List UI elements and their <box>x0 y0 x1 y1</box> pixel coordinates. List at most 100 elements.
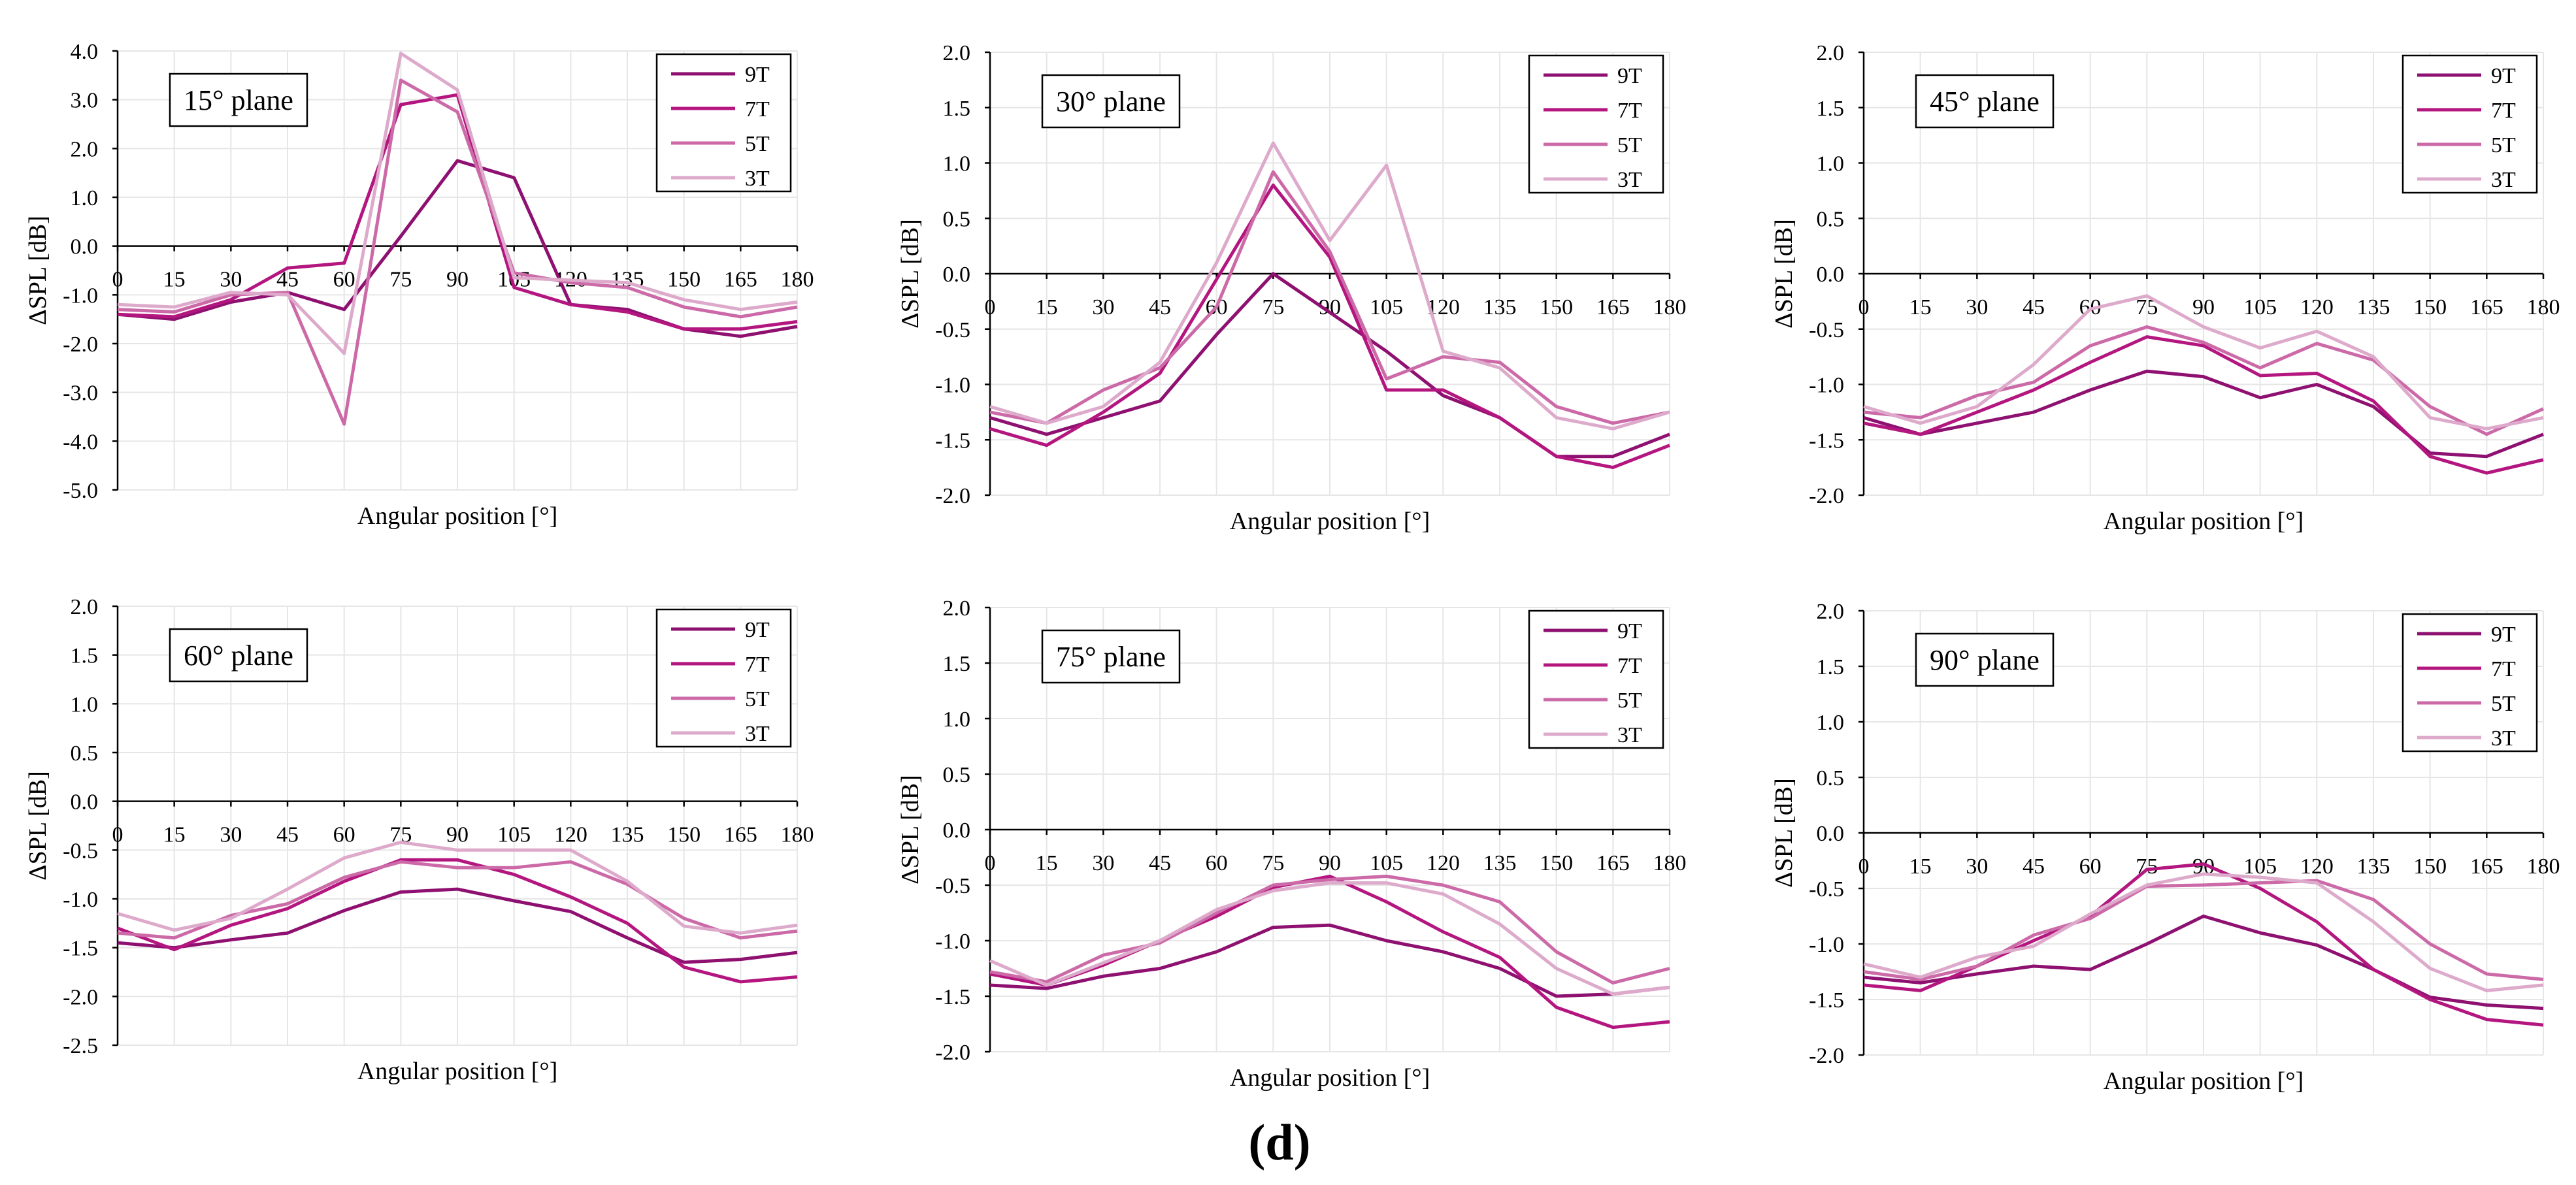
series-line-3T <box>1863 294 2544 430</box>
y-tick-label: -0.5 <box>935 874 970 898</box>
y-tick-label: -2.0 <box>1809 1044 1844 1068</box>
y-tick-label: -2.0 <box>63 333 98 357</box>
x-tick-label: 15 <box>1036 851 1058 875</box>
x-tick-label: 60 <box>1206 851 1228 875</box>
x-tick-label: 0 <box>1858 295 1870 319</box>
y-tick-label: 0.0 <box>71 235 99 259</box>
x-tick-label: 150 <box>2413 295 2447 319</box>
legend-label-9T: 9T <box>2491 64 2516 88</box>
x-tick-label: 0 <box>985 295 996 319</box>
chart-panel: 2.01.51.00.50.0-0.5-1.0-1.5-2.00 15 30 45 60… <box>1770 600 2560 1095</box>
y-axis-title: ΔSPL [dB] <box>897 775 924 885</box>
x-tick-label: 105 <box>1370 295 1403 319</box>
legend-label-9T: 9T <box>745 63 770 87</box>
legend-label-5T: 5T <box>2491 692 2516 716</box>
legend-label-7T: 7T <box>2491 657 2516 681</box>
x-tick-label: 45 <box>276 823 299 847</box>
series-line-9T <box>1863 369 2544 459</box>
y-tick-label: -0.5 <box>1809 877 1844 901</box>
y-tick-label: 1.5 <box>1817 97 1845 121</box>
series-line-7T <box>1863 335 2544 475</box>
x-tick-label: 150 <box>2413 854 2447 879</box>
x-tick-label: 30 <box>1092 851 1114 875</box>
y-tick-label: -0.5 <box>63 839 98 863</box>
x-tick-label: 15 <box>163 823 186 847</box>
x-tick-label: 0 <box>1858 854 1870 879</box>
x-tick-label: 30 <box>1092 295 1114 319</box>
plane-title-box <box>169 628 308 683</box>
y-tick-label: 0.5 <box>71 741 99 766</box>
y-tick-label: 1.0 <box>1817 711 1845 735</box>
x-tick-label: 30 <box>1966 854 1988 879</box>
x-tick-label: 120 <box>2300 295 2334 319</box>
y-tick-label: 2.0 <box>943 596 971 621</box>
x-tick-label: 90 <box>1319 851 1341 875</box>
x-tick-label: 75 <box>1262 295 1284 319</box>
legend-label-5T: 5T <box>745 132 770 156</box>
x-axis-title: Angular position [°] <box>1230 1064 1430 1092</box>
x-tick-label: 15 <box>1909 854 1932 879</box>
x-tick-label: 30 <box>1966 295 1988 319</box>
series-line-5T <box>117 78 798 426</box>
x-tick-label: 150 <box>1540 295 1573 319</box>
plane-title: 90° plane <box>1930 644 2039 676</box>
plane-title: 30° plane <box>1056 86 1166 118</box>
y-tick-label: 0.0 <box>943 819 971 843</box>
legend-box <box>1528 54 1664 194</box>
y-tick-label: 0.0 <box>71 790 99 815</box>
y-axis-title: ΔSPL [dB] <box>1770 219 1798 329</box>
y-tick-label: 1.0 <box>71 692 99 717</box>
x-tick-label: 0 <box>112 268 124 292</box>
y-tick-label: 1.5 <box>943 652 971 676</box>
x-tick-label: 150 <box>667 823 701 847</box>
legend-label-5T: 5T <box>2491 133 2516 157</box>
x-tick-label: 45 <box>1149 851 1171 875</box>
y-tick-label: 0.5 <box>943 207 971 231</box>
y-tick-label: -2.0 <box>63 985 98 1009</box>
x-axis-title: Angular position [°] <box>357 1058 558 1085</box>
y-tick-label: 3.0 <box>71 89 99 113</box>
x-tick-label: 135 <box>611 823 644 847</box>
y-tick-label: 0.5 <box>1817 207 1845 231</box>
series-line-5T <box>117 860 798 940</box>
series-line-5T <box>1863 325 2545 436</box>
y-tick-label: 4.0 <box>71 40 99 64</box>
chart-panel: 2.01.51.00.50.0-0.5-1.0-1.5-2.00 15 30 45 60… <box>897 41 1687 535</box>
legend-box <box>655 608 792 748</box>
series-line-5T <box>989 874 1670 985</box>
y-tick-label: 1.0 <box>71 186 99 210</box>
charts-container: 4.0 3.0 2.0 1.0 0.0 -1.0 -2.0 -3.0 -4.0 -5.0 0 15 30… <box>24 40 2560 1095</box>
series-line-3T <box>989 881 1670 996</box>
legend-label-3T: 3T <box>2491 726 2516 751</box>
plane-title-box <box>1915 74 2055 129</box>
x-tick-label: 180 <box>781 823 814 847</box>
y-tick-label: 2.0 <box>1817 600 1845 624</box>
legend-label-5T: 5T <box>1617 133 1642 157</box>
x-tick-label: 135 <box>1483 295 1517 319</box>
x-tick-label: 75 <box>1262 851 1284 875</box>
y-tick-label: -2.0 <box>935 484 970 508</box>
legend-label-5T: 5T <box>745 687 770 711</box>
plane-title: 60° plane <box>184 640 293 672</box>
plane-title-box <box>1041 74 1181 129</box>
figure-label: (d) <box>1248 1114 1310 1171</box>
series-line-5T <box>989 170 1670 425</box>
x-tick-label: 105 <box>2243 854 2277 879</box>
x-tick-label: 75 <box>389 268 412 292</box>
legend-label-3T: 3T <box>2491 168 2516 192</box>
x-tick-label: 45 <box>2023 854 2045 879</box>
legend-label-7T: 7T <box>2491 99 2516 123</box>
y-axis-title: ΔSPL [dB] <box>24 216 52 325</box>
chart-panel: 2.01.51.00.50.0-0.5-1.0-1.5-2.00 15 30 45 60… <box>1770 41 2560 535</box>
x-tick-label: 135 <box>1483 851 1517 875</box>
y-tick-label: 2.0 <box>1817 41 1845 65</box>
x-tick-label: 90 <box>2192 295 2215 319</box>
x-tick-label: 150 <box>667 268 701 292</box>
x-tick-label: 165 <box>2470 295 2503 319</box>
x-tick-label: 90 <box>446 823 469 847</box>
legend-label-7T: 7T <box>745 97 770 122</box>
y-tick-label: 2.0 <box>71 137 99 161</box>
x-tick-label: 105 <box>2243 295 2277 319</box>
plane-title-box <box>1041 629 1181 684</box>
chart-panel: 4.0 3.0 2.0 1.0 0.0 -1.0 -2.0 -3.0 -4.0 -5.0 0 15 30… <box>24 40 814 530</box>
